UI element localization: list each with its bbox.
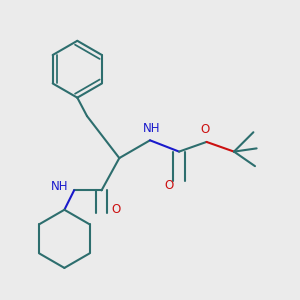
Text: O: O — [112, 203, 121, 216]
Text: O: O — [200, 123, 209, 136]
Text: NH: NH — [51, 180, 68, 193]
Text: O: O — [164, 179, 173, 192]
Text: NH: NH — [143, 122, 160, 134]
